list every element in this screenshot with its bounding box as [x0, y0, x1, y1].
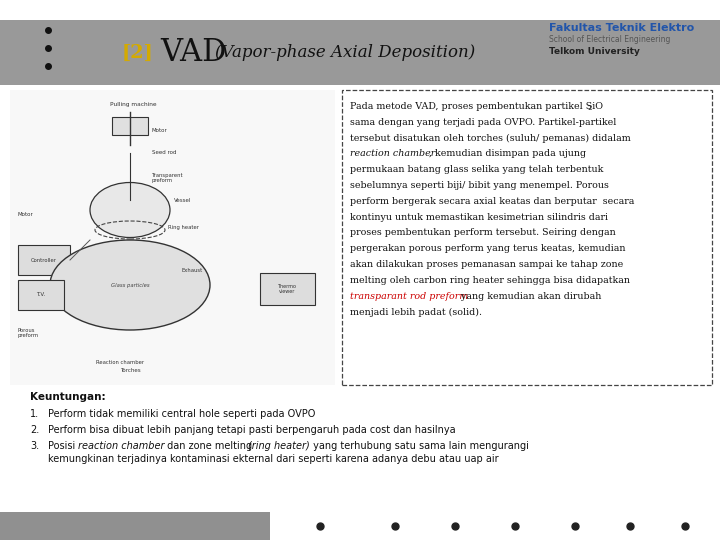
Text: Motor: Motor — [152, 127, 168, 132]
Text: kemungkinan terjadinya kontaminasi ekternal dari seperti karena adanya debu atau: kemungkinan terjadinya kontaminasi ekter… — [48, 454, 499, 464]
Text: perform bergerak secara axial keatas dan berputar  secara: perform bergerak secara axial keatas dan… — [350, 197, 634, 206]
Text: tersebut disatukan oleh torches (suluh/ pemanas) didalam: tersebut disatukan oleh torches (suluh/ … — [350, 133, 631, 143]
Bar — [18, 245, 70, 275]
Text: 3.: 3. — [30, 441, 39, 451]
Text: Exhaust: Exhaust — [182, 267, 203, 273]
Text: melting oleh carbon ring heater sehingga bisa didapatkan: melting oleh carbon ring heater sehingga… — [350, 276, 630, 285]
Text: Vessel: Vessel — [174, 198, 192, 202]
Text: sama dengan yang terjadi pada OVPO. Partikel-partikel: sama dengan yang terjadi pada OVPO. Part… — [350, 118, 616, 127]
Text: yang terhubung satu sama lain mengurangi: yang terhubung satu sama lain mengurangi — [310, 441, 529, 451]
Text: Posisi: Posisi — [48, 441, 78, 451]
Bar — [18, 280, 64, 310]
Text: pergerakan porous perform yang terus keatas, kemudian: pergerakan porous perform yang terus kea… — [350, 244, 626, 253]
Text: Telkom University: Telkom University — [549, 46, 640, 56]
Bar — [511, 28, 537, 36]
Text: kontinyu untuk memastikan kesimetrian silindris dari: kontinyu untuk memastikan kesimetrian si… — [350, 213, 608, 221]
Bar — [505, 30, 543, 68]
Text: Seed rod: Seed rod — [152, 150, 176, 154]
Text: akan dilakukan proses pemanasan sampai ke tahap zone: akan dilakukan proses pemanasan sampai k… — [350, 260, 624, 269]
Bar — [0, 20, 720, 85]
Text: (ring heater): (ring heater) — [248, 441, 310, 451]
Text: Perform bisa dibuat lebih panjang tetapi pasti berpengaruh pada cost dan hasilny: Perform bisa dibuat lebih panjang tetapi… — [48, 425, 456, 435]
Text: Controller: Controller — [31, 258, 57, 262]
Text: , kemudian disimpan pada ujung: , kemudian disimpan pada ujung — [429, 150, 586, 158]
Text: Glass particles: Glass particles — [111, 282, 149, 287]
Ellipse shape — [50, 240, 210, 330]
Text: reaction chamber: reaction chamber — [350, 150, 436, 158]
Text: 2.: 2. — [30, 425, 40, 435]
Text: Perform tidak memiliki central hole seperti pada OVPO: Perform tidak memiliki central hole sepe… — [48, 409, 315, 419]
Bar — [260, 273, 315, 305]
Bar — [0, 512, 270, 540]
Text: Transparent
preform: Transparent preform — [152, 173, 184, 184]
Text: VAD: VAD — [160, 37, 227, 68]
Text: Fakultas Teknik Elektro: Fakultas Teknik Elektro — [549, 23, 694, 33]
Text: Pulling machine: Pulling machine — [110, 102, 157, 107]
Text: (Vapor-phase Axial Deposition): (Vapor-phase Axial Deposition) — [215, 44, 475, 61]
Text: Keuntungan:: Keuntungan: — [30, 392, 106, 402]
Ellipse shape — [90, 183, 170, 238]
Text: Ring heater: Ring heater — [168, 226, 199, 231]
Text: School of Electrical Engineering: School of Electrical Engineering — [549, 36, 670, 44]
Bar — [10, 90, 335, 385]
Text: reaction chamber: reaction chamber — [78, 441, 164, 451]
Text: 1.: 1. — [30, 409, 39, 419]
Bar — [112, 117, 148, 135]
Text: transparant rod preform: transparant rod preform — [350, 292, 468, 301]
Text: yang kemudian akan dirubah: yang kemudian akan dirubah — [458, 292, 601, 301]
Text: sebelumnya seperti biji/ bibit yang menempel. Porous: sebelumnya seperti biji/ bibit yang mene… — [350, 181, 609, 190]
Text: [2]: [2] — [121, 44, 153, 62]
Text: Pada metode VAD, proses pembentukan partikel SiO: Pada metode VAD, proses pembentukan part… — [350, 102, 603, 111]
Text: Porous
preform: Porous preform — [18, 328, 39, 339]
Text: Reaction chamber: Reaction chamber — [96, 361, 144, 366]
Bar — [511, 30, 537, 48]
Text: Thermo
viewer: Thermo viewer — [277, 284, 297, 294]
Text: 2: 2 — [587, 104, 591, 112]
Bar — [342, 90, 712, 385]
Text: Torches: Torches — [120, 368, 140, 373]
Text: proses pembentukan perform tersebut. Seiring dengan: proses pembentukan perform tersebut. Sei… — [350, 228, 616, 238]
Text: dan zone melting: dan zone melting — [164, 441, 256, 451]
Text: Motor: Motor — [18, 213, 34, 218]
Text: permukaan batang glass selika yang telah terbentuk: permukaan batang glass selika yang telah… — [350, 165, 603, 174]
Text: T.V.: T.V. — [37, 293, 45, 298]
Text: menjadi lebih padat (solid).: menjadi lebih padat (solid). — [350, 307, 482, 316]
